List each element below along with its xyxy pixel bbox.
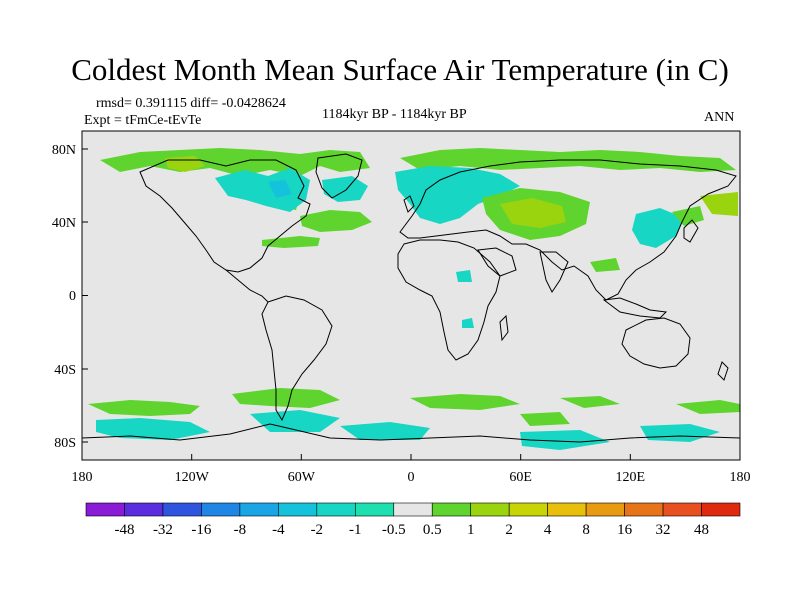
x-tick-label: 180 (730, 470, 751, 485)
patch-southern-cyan-3 (340, 422, 430, 440)
colorbar-label: 4 (544, 522, 552, 538)
colorbar-label: 8 (582, 522, 590, 538)
chart-title: Coldest Month Mean Surface Air Temperatu… (71, 52, 729, 87)
patch-africa-cyan-2 (462, 318, 474, 328)
colorbar-label: 48 (694, 522, 709, 538)
patch-se-asia-green (590, 258, 620, 272)
colorbar-swatch (85, 502, 125, 517)
anomaly-patches (88, 148, 740, 450)
patch-east-asia-cyan (632, 208, 684, 248)
colorbar-label: -16 (191, 522, 211, 538)
x-axis-ticks (81, 454, 741, 460)
colorbar-label: -8 (234, 522, 247, 538)
patch-pacific-yellow (700, 192, 738, 216)
y-axis-ticks (82, 148, 88, 443)
patch-southern-green-4 (560, 396, 620, 408)
x-tick-label: 60E (509, 470, 532, 485)
y-tick-labels: 80N 40N 0 40S 80S (52, 143, 76, 451)
colorbar-swatch (201, 502, 241, 517)
x-tick-label: 180 (72, 470, 93, 485)
colorbar-swatch (508, 502, 548, 517)
expt-text: Expt = tFmCe-tEvTe (84, 113, 202, 128)
patch-southern-green-3 (410, 394, 520, 410)
coastline-new-zealand (717, 361, 729, 381)
coastline-africa (397, 239, 501, 361)
colorbar-swatch (701, 502, 741, 517)
colorbar-swatch (470, 502, 510, 517)
patch-arctic-green (100, 148, 370, 176)
coastline-australia (621, 317, 691, 369)
colorbar-label: 2 (505, 522, 513, 538)
colorbar-swatch (624, 502, 664, 517)
patch-southern-cyan-4 (520, 430, 610, 450)
y-tick-label: 0 (69, 289, 76, 304)
x-tick-labels: 180 120W 60W 0 60E 120E 180 (72, 470, 751, 485)
colorbar-swatch (278, 502, 318, 517)
coastline-greenland (315, 153, 363, 199)
patch-canada-cyan (215, 168, 310, 212)
stats-text: rmsd= 0.391115 diff= -0.0428624 (96, 96, 286, 111)
colorbar-swatch (162, 502, 202, 517)
colorbar: -48 -32 -16 -8 -4 -2 -1 -0.5 0.5 1 2 4 8 16 32 48 (85, 502, 741, 538)
colorbar-label: 1 (467, 522, 475, 538)
patch-africa-cyan (456, 270, 472, 282)
colorbar-swatch (354, 502, 395, 517)
coastline-japan (683, 219, 699, 243)
colorbar-swatch (124, 502, 164, 517)
colorbar-label: -0.5 (382, 522, 406, 538)
colorbar-swatch (316, 502, 356, 517)
colorbar-label: 16 (617, 522, 633, 538)
coastline-eurasia (399, 159, 737, 301)
x-tick-label: 120E (616, 470, 646, 485)
y-tick-label: 80S (54, 436, 76, 451)
colorbar-swatch (393, 502, 433, 517)
colorbar-swatch (662, 502, 702, 517)
colorbar-swatch (239, 502, 279, 517)
x-tick-label: 120W (175, 470, 210, 485)
colorbar-label: -1 (349, 522, 362, 538)
coastline-south-america (261, 295, 333, 422)
patch-southern-cyan-5 (640, 424, 720, 442)
patch-europe-cyan (395, 166, 520, 224)
patch-southern-green-1 (88, 400, 200, 416)
period-text: 1184kyr BP - 1184kyr BP (322, 107, 467, 122)
coastlines (81, 153, 741, 443)
patch-southern-cyan-1 (96, 418, 210, 440)
patch-southern-green-2 (232, 388, 340, 408)
patch-southern-cyan-2 (250, 410, 340, 432)
colorbar-label: -4 (272, 522, 285, 538)
coastline-india (539, 251, 569, 293)
patch-hudson-cyan (268, 180, 292, 198)
patch-greenland-cyan (322, 176, 368, 202)
colorbar-label: 0.5 (423, 522, 442, 538)
colorbar-swatch (547, 502, 587, 517)
patch-pacific-green (672, 206, 704, 226)
patch-southern-green-6 (520, 412, 570, 426)
colorbar-swatch (585, 502, 625, 517)
y-tick-label: 40N (52, 216, 76, 231)
coastline-arabia (477, 247, 517, 277)
coastline-central-america (225, 269, 269, 303)
colorbar-swatch (431, 502, 472, 517)
patch-southern-green-5 (676, 400, 740, 414)
coastline-antarctica (81, 423, 741, 443)
colorbar-label: 32 (656, 522, 671, 538)
y-tick-label: 80N (52, 143, 76, 158)
coastline-madagascar (499, 314, 509, 342)
coastline-britain (403, 195, 415, 213)
coastline-indonesia (602, 297, 668, 319)
colorbar-label: -32 (153, 522, 173, 538)
season-text: ANN (704, 110, 735, 125)
colorbar-label: -48 (114, 522, 134, 538)
x-tick-label: 0 (408, 470, 415, 485)
colorbar-label: -2 (311, 522, 324, 538)
y-tick-label: 40S (54, 363, 76, 378)
patch-atlantic-green (300, 210, 372, 232)
patch-central-asia-yellow (500, 198, 566, 228)
x-tick-label: 60W (288, 470, 316, 485)
coastline-north-america (139, 159, 311, 273)
